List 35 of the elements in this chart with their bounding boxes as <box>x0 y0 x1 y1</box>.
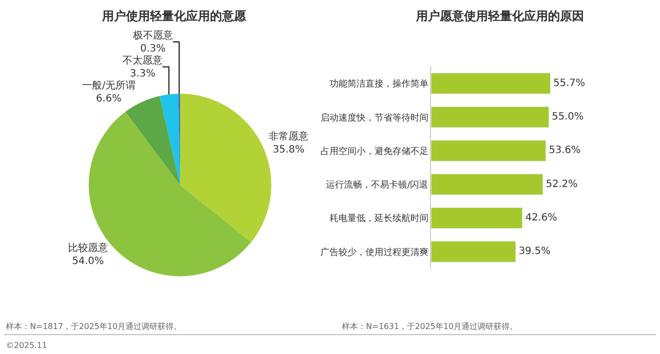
bar <box>431 72 551 94</box>
data-label: 0.3% <box>140 43 166 54</box>
slice-label: 比较愿意 <box>68 242 108 254</box>
slice-label: 极不愿意 <box>132 29 173 42</box>
data-label: 42.6% <box>525 212 558 224</box>
bar <box>431 207 523 229</box>
data-label: 6.6% <box>96 93 122 104</box>
text: 样本：N=1631，于2025年10月通过调研获得。 <box>342 322 518 331</box>
pie-slice <box>125 96 180 185</box>
data-label: 53.6% <box>548 145 581 156</box>
y-tick-label: 广告较少，使用过程更清爽 <box>320 246 428 258</box>
y-tick-label: 运行流畅，不易卡顿/闪退 <box>326 180 428 191</box>
pie-slice <box>160 94 180 185</box>
text: ©2025.11 <box>6 341 48 350</box>
bar <box>431 174 544 196</box>
slice-label: 不太愿意 <box>122 54 163 66</box>
y-tick-label: 耗电量低，延长续航时间 <box>329 213 428 224</box>
data-label: 55.0% <box>552 112 584 123</box>
chart-title: 用户愿意使用轻量化应用的原因 <box>415 9 584 23</box>
data-label: 52.2% <box>546 178 578 190</box>
data-label: 39.5% <box>518 246 550 258</box>
data-label: 35.8% <box>272 144 305 156</box>
y-tick-label: 占用空间小，避免存储不足 <box>320 146 428 157</box>
slice-label: 非常愿意 <box>268 130 309 143</box>
y-tick-label: 功能简洁直接，操作简单 <box>329 78 428 90</box>
bar <box>431 240 516 262</box>
data-label: 54.0% <box>72 256 104 267</box>
chart-title: 用户使用轻量化应用的意愿 <box>101 9 247 23</box>
data-label: 55.7% <box>553 78 586 89</box>
data-label: 3.3% <box>130 68 156 80</box>
y-tick-label: 启动速度快，节省等待时间 <box>320 112 428 124</box>
bar <box>431 106 550 128</box>
slice-label: 一般/无所谓 <box>82 79 136 92</box>
bar <box>431 140 546 162</box>
text: 样本：N=1817，于2025年10月通过调研获得。 <box>6 322 182 331</box>
